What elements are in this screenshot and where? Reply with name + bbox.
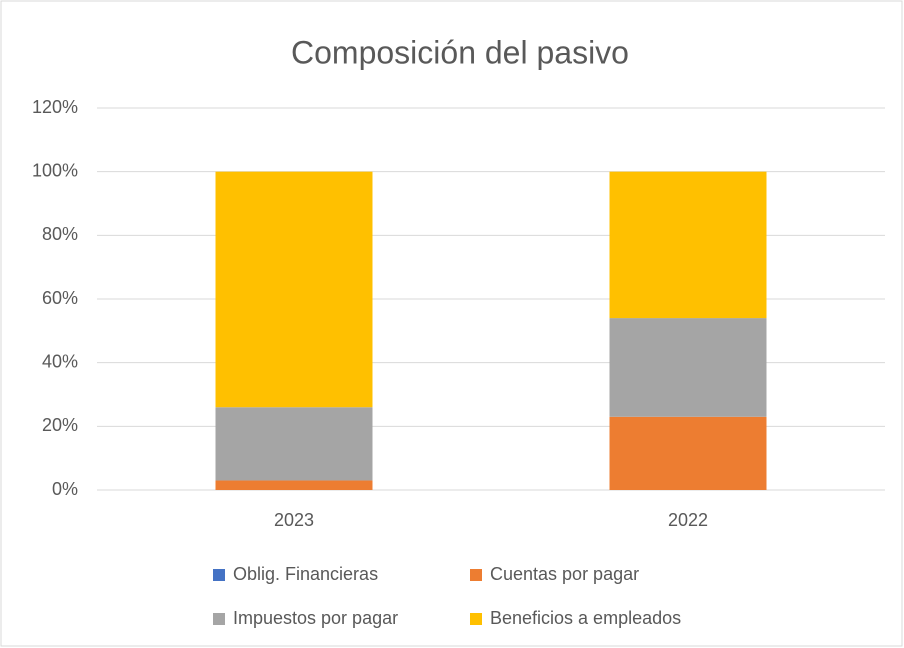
bar-segment: [215, 407, 373, 481]
bar-segment: [609, 318, 767, 417]
y-tick-label: 0%: [52, 479, 78, 499]
y-tick-label: 40%: [42, 351, 78, 371]
legend-swatch: [213, 613, 225, 625]
y-tick-label: 80%: [42, 224, 78, 244]
chart-title: Composición del pasivo: [291, 34, 629, 70]
bar-segment: [609, 416, 767, 490]
legend-label: Impuestos por pagar: [233, 608, 398, 628]
y-tick-label: 20%: [42, 415, 78, 435]
x-tick-label: 2023: [274, 510, 314, 530]
legend-label: Cuentas por pagar: [490, 564, 639, 584]
y-tick-label: 60%: [42, 288, 78, 308]
y-tick-label: 120%: [32, 97, 78, 117]
bar-segment: [215, 171, 373, 408]
x-tick-label: 2022: [668, 510, 708, 530]
bar-segment: [609, 171, 767, 319]
legend-swatch: [470, 569, 482, 581]
legend-label: Beneficios a empleados: [490, 608, 681, 628]
bar-segment: [215, 480, 373, 490]
legend-swatch: [213, 569, 225, 581]
legend-label: Oblig. Financieras: [233, 564, 378, 584]
y-tick-label: 100%: [32, 160, 78, 180]
legend-swatch: [470, 613, 482, 625]
